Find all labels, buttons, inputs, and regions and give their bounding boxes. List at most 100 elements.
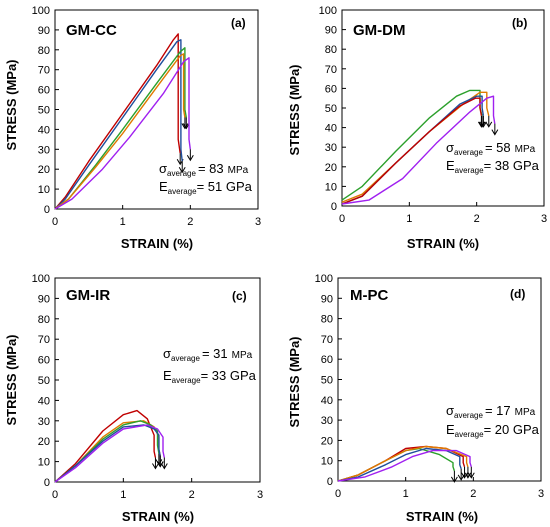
y-tick-label: 40 xyxy=(38,124,50,136)
y-tick-label: 30 xyxy=(321,415,333,427)
y-tick-label: 0 xyxy=(44,204,50,216)
y-tick-label: 100 xyxy=(319,5,337,17)
sigma-subscript: average xyxy=(454,411,483,420)
y-tick-label: 0 xyxy=(331,201,337,213)
y-tick-label: 60 xyxy=(38,85,50,97)
sigma-unit: MPa xyxy=(232,350,253,361)
e-subscript: average xyxy=(455,430,484,439)
svg-text:Eaverage= 38 GPa: Eaverage= 38 GPa xyxy=(446,158,540,175)
x-tick-label: 2 xyxy=(474,213,480,225)
panel-gm-ir: STRESS (MPa) STRAIN (%) GM-IR (c) σavera… xyxy=(4,273,263,524)
series-line xyxy=(337,449,472,482)
y-tick-label: 50 xyxy=(38,375,50,387)
y-axis-label: STRESS (MPa) xyxy=(4,59,19,150)
y-tick-label: 60 xyxy=(38,355,50,367)
stats-annotation: σaverage = 31 MPa Eaverage= 33 GPa xyxy=(163,346,257,385)
failure-arrowhead xyxy=(152,463,159,470)
y-tick-label: 10 xyxy=(38,457,50,469)
y-tick-label: 100 xyxy=(32,273,50,285)
panel-series-label: M-PC xyxy=(350,287,388,304)
x-tick-label: 3 xyxy=(538,488,544,500)
y-tick-label: 80 xyxy=(325,44,337,56)
series-line xyxy=(54,57,191,210)
panel-gm-dm: STRESS (MPa) STRAIN (%) GM-DM (b) σavera… xyxy=(287,5,547,251)
failure-arrowhead xyxy=(186,155,194,162)
series-line xyxy=(54,420,161,483)
y-tick-label: 80 xyxy=(38,314,50,326)
stats-annotation: σ average = 58 MPa Eaverage= 38 GPa xyxy=(446,140,540,175)
series-line xyxy=(54,39,183,210)
series-line xyxy=(341,95,496,205)
series-line xyxy=(337,447,462,482)
y-tick-label: 60 xyxy=(321,354,333,366)
y-axis-label: STRESS (MPa) xyxy=(4,334,19,425)
y-tick-label: 40 xyxy=(38,395,50,407)
series-line xyxy=(54,53,186,210)
panel-letter: (c) xyxy=(232,289,247,303)
failure-arrowhead xyxy=(464,472,472,479)
y-axis-label: STRESS (MPa) xyxy=(287,64,302,155)
panel-letter: (d) xyxy=(510,287,525,301)
sigma-value: = 83 xyxy=(198,161,224,176)
x-tick-label: 0 xyxy=(339,213,345,225)
y-tick-label: 30 xyxy=(325,142,337,154)
y-tick-label: 70 xyxy=(325,64,337,76)
series-line xyxy=(341,97,483,205)
x-tick-label: 3 xyxy=(257,489,263,501)
x-tick-label: 3 xyxy=(255,216,261,228)
y-tick-label: 0 xyxy=(44,477,50,489)
x-tick-label: 2 xyxy=(470,488,476,500)
x-tick-label: 1 xyxy=(120,489,126,501)
panel-series-label: GM-IR xyxy=(66,287,110,304)
y-tick-label: 70 xyxy=(321,334,333,346)
y-tick-label: 50 xyxy=(38,105,50,117)
panel-letter: (a) xyxy=(231,16,246,30)
failure-arrowhead xyxy=(182,123,190,130)
e-subscript: average xyxy=(172,376,201,385)
y-axis-label: STRESS (MPa) xyxy=(287,336,302,427)
failure-arrowhead xyxy=(485,121,493,128)
sigma-unit: MPa xyxy=(515,144,536,155)
panel-m-pc: STRESS (MPa) STRAIN (%) M-PC (d) σaverag… xyxy=(287,273,544,524)
sigma-value: = 58 xyxy=(485,140,511,155)
panel-series-label: GM-CC xyxy=(66,22,117,39)
failure-arrowhead xyxy=(478,121,486,128)
sigma-symbol: σ xyxy=(446,140,454,155)
e-symbol: E xyxy=(446,422,455,437)
y-tick-label: 20 xyxy=(38,164,50,176)
x-tick-label: 2 xyxy=(187,216,193,228)
y-tick-label: 90 xyxy=(38,25,50,37)
e-subscript: average xyxy=(455,166,484,175)
x-axis-label: STRAIN (%) xyxy=(407,236,479,251)
sigma-symbol: σ xyxy=(159,161,167,176)
x-tick-label: 2 xyxy=(189,489,195,501)
x-axis-label: STRAIN (%) xyxy=(122,509,194,524)
e-value: = 38 GPa xyxy=(484,158,540,173)
series-line xyxy=(337,445,469,482)
e-symbol: E xyxy=(163,368,172,383)
sigma-value: = 17 xyxy=(485,403,511,418)
sigma-symbol: σ xyxy=(163,346,171,361)
failure-arrowhead xyxy=(181,123,189,130)
x-tick-label: 0 xyxy=(52,216,58,228)
e-value: = 20 GPa xyxy=(484,422,540,437)
x-tick-label: 1 xyxy=(406,213,412,225)
y-tick-label: 30 xyxy=(38,144,50,156)
sigma-unit: MPa xyxy=(228,165,249,176)
y-tick-label: 70 xyxy=(38,334,50,346)
failure-arrowhead xyxy=(178,166,186,174)
svg-text:Eaverage= 20 GPa: Eaverage= 20 GPa xyxy=(446,422,540,439)
failure-arrowhead xyxy=(461,472,468,479)
failure-arrowhead xyxy=(156,461,164,468)
y-tick-label: 50 xyxy=(325,103,337,115)
y-tick-label: 70 xyxy=(38,65,50,77)
failure-arrowhead xyxy=(491,129,499,136)
sigma-subscript: average xyxy=(167,169,196,178)
e-subscript: average xyxy=(168,187,197,196)
e-value: = 33 GPa xyxy=(201,368,257,383)
y-tick-label: 100 xyxy=(32,5,50,17)
x-tick-label: 0 xyxy=(335,488,341,500)
panel-series-label: GM-DM xyxy=(353,22,406,39)
